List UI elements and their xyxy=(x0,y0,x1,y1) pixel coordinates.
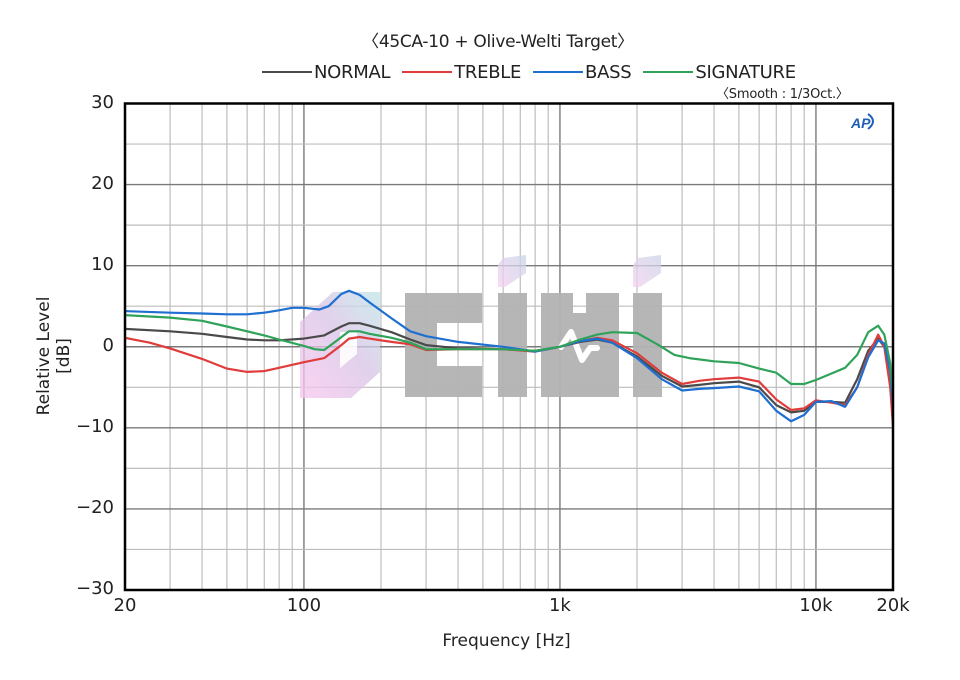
legend-item-normal: NORMAL xyxy=(262,61,391,83)
legend-item-treble: TREBLE xyxy=(402,62,521,83)
chart-title: 〈45CA-10 + Olive-Welti Target〉 xyxy=(362,32,634,52)
legend: NORMAL TREBLE BASS SIGNATURE xyxy=(262,60,808,84)
legend-label-signature: SIGNATURE xyxy=(695,61,796,83)
legend-label-normal: NORMAL xyxy=(314,61,391,83)
x-tick-label: 20 xyxy=(113,595,137,616)
watermark-logo xyxy=(300,255,662,398)
y-tick-label: 30 xyxy=(91,91,114,113)
x-tick-label: 100 xyxy=(286,595,322,616)
y-tick-label: 0 xyxy=(102,334,114,356)
legend-item-bass: BASS xyxy=(533,61,632,83)
legend-label-treble: TREBLE xyxy=(454,61,522,83)
legend-label-bass: BASS xyxy=(585,61,632,83)
y-tick-label: 20 xyxy=(91,172,114,194)
y-axis-label: Relative Level [dB] xyxy=(34,296,74,416)
legend-swatch-signature xyxy=(643,71,694,73)
x-tick-label: 10k xyxy=(799,595,833,616)
y-tick-label: 10 xyxy=(91,253,114,275)
frequency-response-curves xyxy=(124,289,895,427)
ap-logo-icon: AP xyxy=(850,113,874,131)
legend-swatch-treble xyxy=(402,71,453,73)
legend-swatch-normal xyxy=(262,71,312,73)
series-line-signature xyxy=(124,314,895,396)
svg-text:AP: AP xyxy=(850,115,871,131)
x-tick-label: 20k xyxy=(876,595,910,616)
y-tick-label: −10 xyxy=(76,415,114,437)
y-tick-label: −20 xyxy=(76,496,114,518)
x-axis-label: Frequency [Hz] xyxy=(442,631,571,651)
plot-frame xyxy=(123,102,895,592)
legend-item-signature: SIGNATURE xyxy=(643,61,796,83)
legend-swatch-bass xyxy=(533,71,584,73)
smoothing-note: 〈Smooth : 1/3Oct.〉 xyxy=(716,87,849,102)
y-tick-label: −30 xyxy=(76,578,114,599)
x-tick-label: 1k xyxy=(548,595,571,616)
